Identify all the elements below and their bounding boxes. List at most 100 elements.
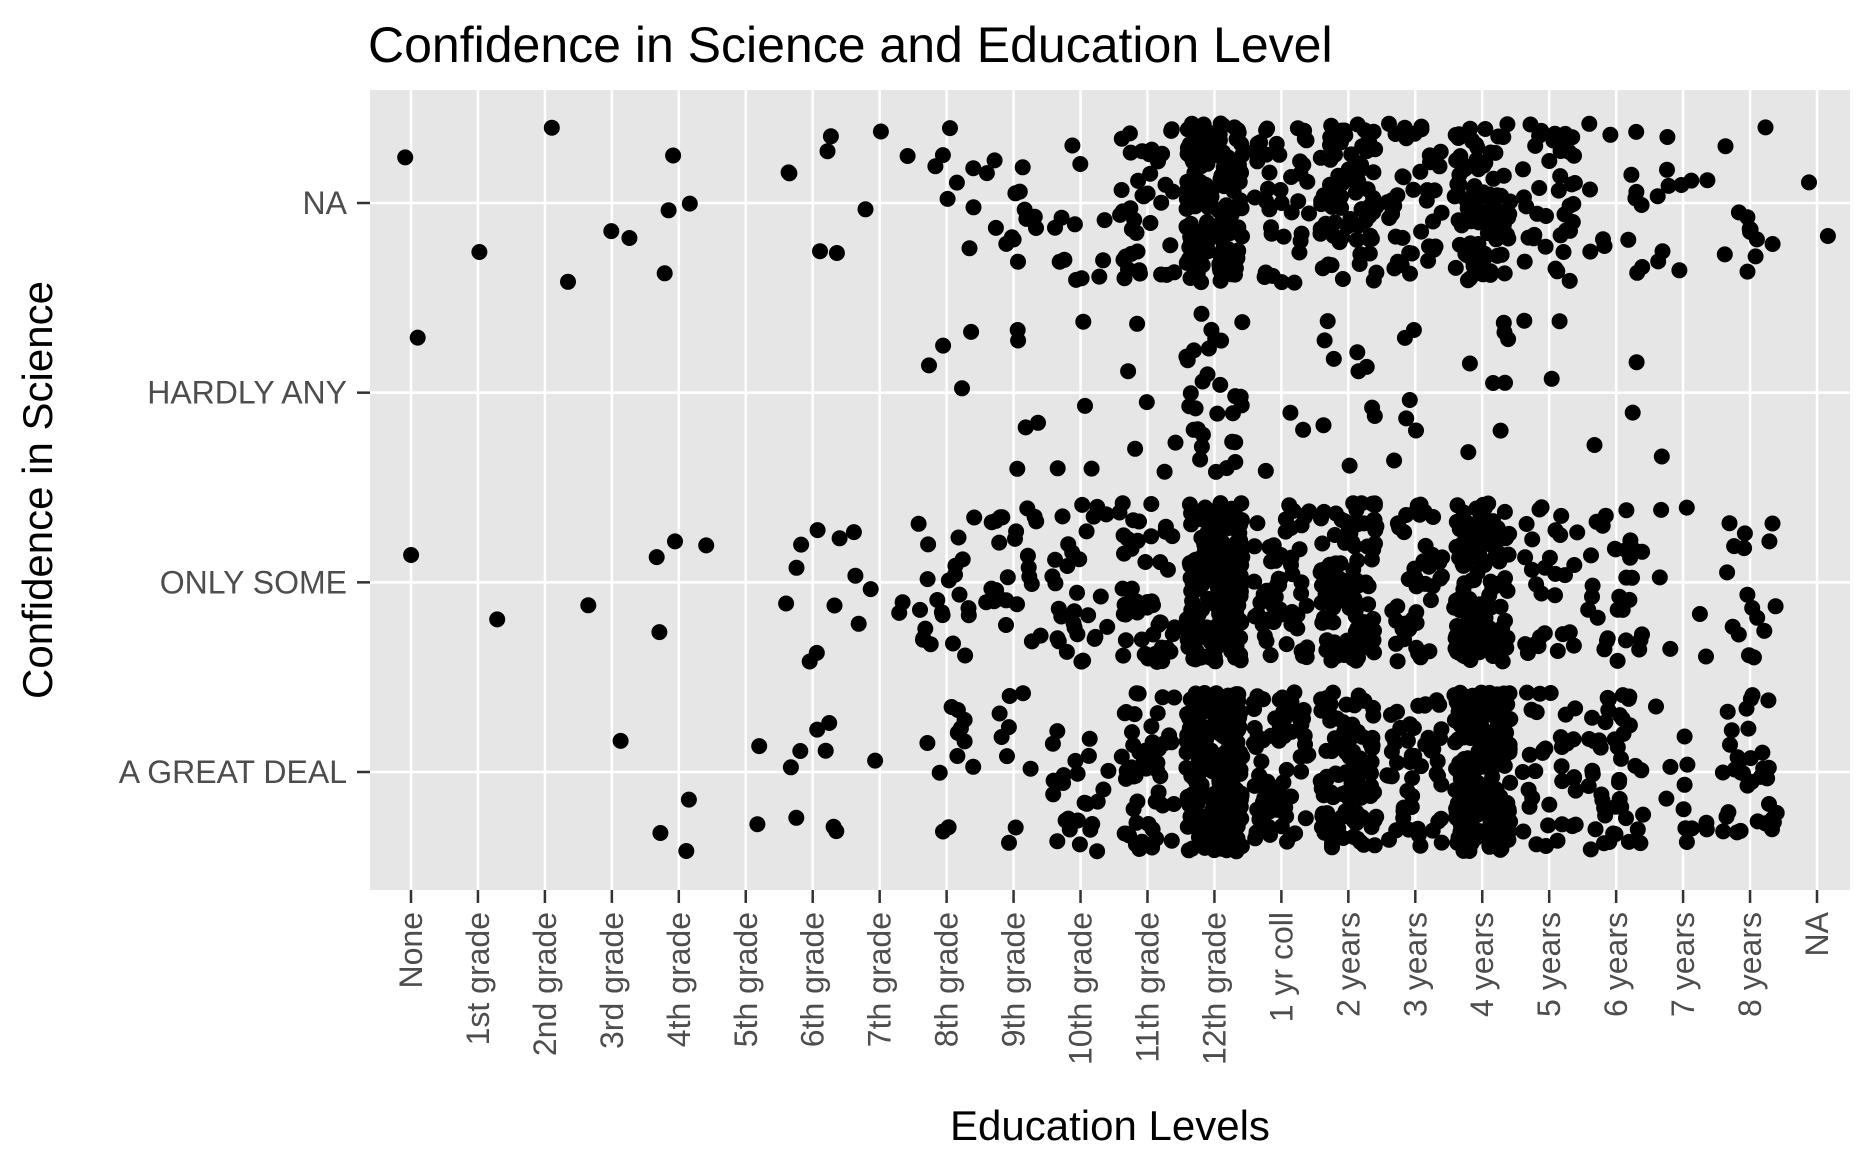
data-point [1330,767,1347,783]
data-point [1181,398,1198,415]
data-point [1349,723,1366,740]
data-point [1365,611,1382,627]
data-point [1717,138,1734,155]
data-point [1153,194,1170,211]
data-point [1561,272,1578,289]
data-point [1543,370,1560,387]
data-point [1073,653,1090,670]
data-point [651,624,668,641]
data-point [1161,727,1178,744]
data-point [1263,219,1279,236]
data-point [1425,741,1442,757]
data-point [1227,538,1244,555]
data-point [1582,243,1599,260]
data-point [1163,122,1180,139]
data-point [1481,758,1498,775]
data-point [1127,836,1144,853]
data-point [1477,746,1493,762]
data-point [954,551,971,568]
data-point [1150,151,1166,168]
data-point [1209,617,1226,634]
data-point [1721,515,1738,532]
data-point [1398,130,1415,147]
data-point [1420,558,1437,575]
data-point [1490,128,1507,145]
data-point [1261,164,1278,181]
data-point [1732,822,1749,839]
data-point [678,843,695,859]
data-point [1224,405,1241,422]
y-tick-label: HARDLY ANY [147,375,347,411]
data-point [1193,190,1210,207]
data-point [1736,525,1753,542]
data-point [1564,129,1581,146]
data-point [1347,608,1364,625]
data-point [1128,593,1145,610]
data-point [1401,392,1418,408]
data-point [1653,501,1670,518]
data-point [1398,410,1415,427]
data-point [580,597,597,614]
data-point [1537,238,1554,255]
data-point [1757,119,1774,136]
data-point [1192,562,1209,579]
x-axis: None 1st grade 2nd grade 3rd grade 4th grade… [393,890,1835,1065]
data-point [1586,437,1603,453]
data-point [1072,156,1089,172]
data-point [1526,226,1543,243]
data-point [1323,117,1340,134]
data-point [1615,725,1632,742]
data-point [1447,259,1464,276]
data-point [1448,592,1465,609]
data-point [1049,630,1066,647]
data-point [1495,314,1512,331]
y-tick-label: NA [303,185,348,221]
data-point [1163,832,1180,849]
data-point [998,617,1014,633]
data-point [1208,838,1225,855]
data-point [1193,438,1210,455]
data-point [1231,718,1248,735]
data-point [612,732,629,749]
data-point [1566,557,1583,573]
data-point [899,148,916,164]
data-point [1347,184,1364,201]
data-point [1150,784,1167,801]
data-point [1271,732,1287,749]
data-point [1623,166,1640,183]
data-point [1260,180,1276,197]
data-point [680,791,697,808]
data-point [1716,246,1733,263]
data-point [1217,204,1234,221]
data-point [1519,684,1535,701]
data-point [1599,632,1615,649]
data-point [1256,790,1273,807]
data-point [983,580,1000,597]
data-point [1412,163,1429,180]
data-point [1065,615,1082,632]
data-point [1499,582,1516,599]
data-point [1460,444,1477,461]
data-point [1757,815,1774,832]
data-point [949,724,966,741]
data-point [1449,497,1466,514]
data-point [1212,376,1229,393]
data-point [1719,703,1736,720]
data-point [1152,768,1169,785]
data-point [1190,768,1207,785]
data-point [1660,177,1677,194]
data-point [1497,612,1513,629]
data-point [1316,332,1333,349]
data-point [1209,405,1226,422]
data-point [862,581,879,598]
data-point [788,559,805,576]
data-point [1819,228,1836,244]
data-point [857,201,874,218]
data-point [809,721,826,738]
data-point [1597,714,1614,731]
data-point [1477,121,1494,137]
data-point [1164,183,1181,200]
data-point [1629,821,1646,838]
data-point [1719,564,1736,581]
